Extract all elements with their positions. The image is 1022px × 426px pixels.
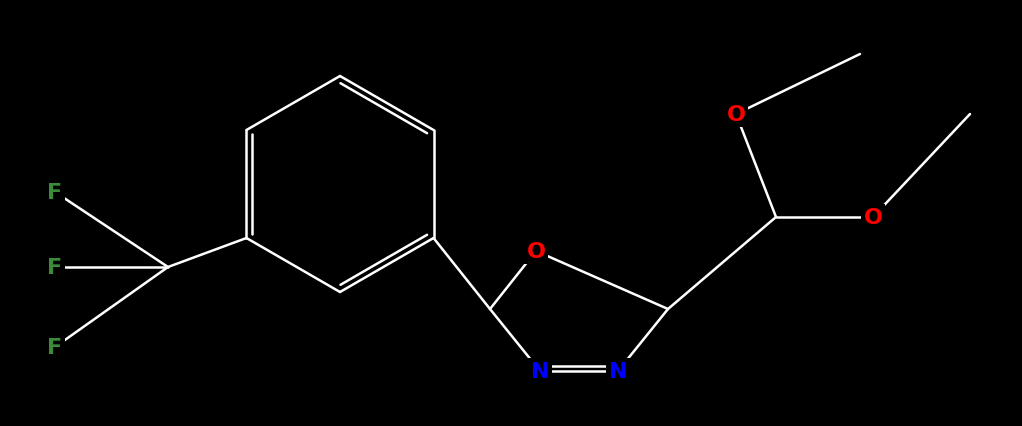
Text: N: N: [530, 361, 549, 381]
Text: O: O: [727, 105, 745, 125]
Text: N: N: [609, 361, 628, 381]
Text: F: F: [47, 183, 62, 202]
Text: F: F: [47, 257, 62, 277]
Text: O: O: [864, 207, 883, 227]
Text: F: F: [47, 337, 62, 357]
Text: O: O: [526, 242, 546, 262]
